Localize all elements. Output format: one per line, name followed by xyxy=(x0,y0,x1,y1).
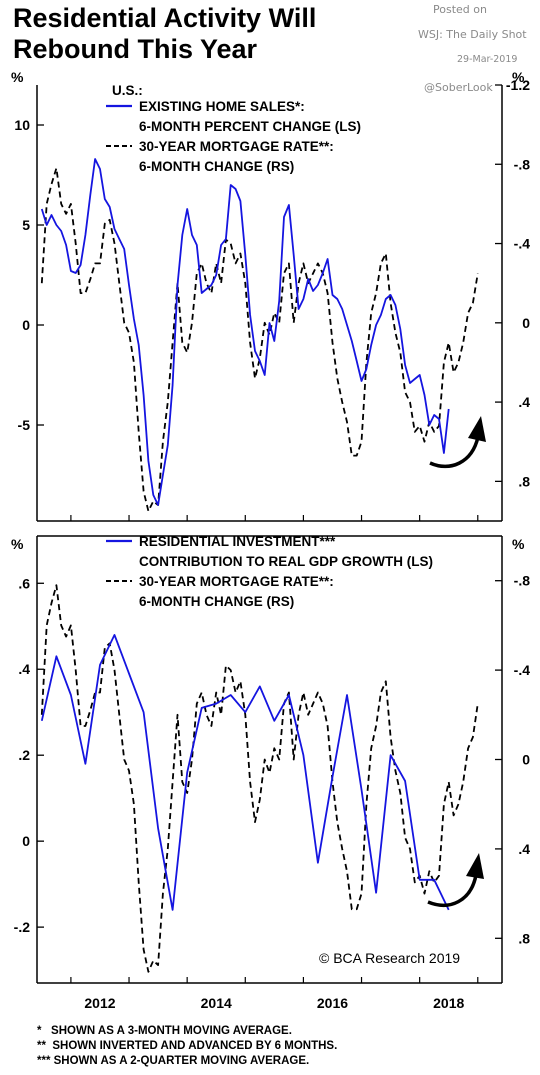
top-left-tick-label: 5 xyxy=(22,217,30,233)
bottom-left-ticks: .6 .4 .2 0 -.2 xyxy=(14,575,44,935)
top-right-tick-label: .8 xyxy=(518,473,530,489)
top-legend-series2-line2: 6-MONTH CHANGE (RS) xyxy=(139,159,294,174)
watermark-publication: WSJ: The Daily Shot xyxy=(418,28,527,41)
bottom-mortgage-rate-line xyxy=(40,584,479,973)
bottom-rebound-arrowhead xyxy=(466,853,484,879)
top-rebound-arrow xyxy=(429,436,480,469)
bottom-right-tick-label: .8 xyxy=(518,930,530,946)
x-tick-label: 2014 xyxy=(201,995,232,1011)
bottom-left-tick-label: 0 xyxy=(22,833,30,849)
top-right-unit: % xyxy=(512,69,525,85)
bottom-legend-series1-line2: CONTRIBUTION TO REAL GDP GROWTH (LS) xyxy=(139,554,433,569)
bottom-panel: % % .6.4.20-.2 -.8-.40.4.8 2012 2014 2016 2… xyxy=(11,515,530,1011)
bottom-right-tick-label: .4 xyxy=(518,841,530,857)
top-right-tick-label: -1.2 xyxy=(506,77,530,93)
top-right-tick-label: -.8 xyxy=(514,156,531,172)
top-panel: % % 10 5 0 -5 -1.2 -.8 -.4 0 .4 .8 U.S.: EXISTIN… xyxy=(11,69,530,522)
watermark-handle: @SoberLook xyxy=(424,81,493,94)
bottom-right-unit: % xyxy=(512,536,525,552)
top-left-tick-label: -5 xyxy=(18,417,31,433)
top-legend-series1-line2: 6-MONTH PERCENT CHANGE (LS) xyxy=(139,119,361,134)
top-home-sales-line xyxy=(40,158,450,506)
bottom-left-tick-label: .6 xyxy=(18,575,30,591)
bottom-residential-investment-line xyxy=(40,634,450,911)
top-legend-series2-line1: 30-YEAR MORTGAGE RATE**: xyxy=(139,139,334,154)
watermark-date: 29-Mar-2019 xyxy=(457,54,517,65)
bottom-right-tick-label: -.8 xyxy=(514,573,531,589)
x-tick-label: 2016 xyxy=(317,995,348,1011)
x-tick-label: 2012 xyxy=(84,995,115,1011)
top-left-unit: % xyxy=(11,69,24,85)
top-right-ticks: -1.2 -.8 -.4 0 .4 .8 xyxy=(495,77,530,489)
top-mortgage-rate-line xyxy=(40,167,479,513)
footnote-1: * SHOWN AS A 3-MONTH MOVING AVERAGE. xyxy=(37,1025,292,1037)
chart-title-line-1: Residential Activity Will xyxy=(13,3,316,33)
footnote-2: ** SHOWN INVERTED AND ADVANCED BY 6 MONT… xyxy=(37,1040,337,1052)
top-legend-series1-line1: EXISTING HOME SALES*: xyxy=(139,99,305,114)
bottom-legend-series1-line1: RESIDENTIAL INVESTMENT*** xyxy=(139,534,336,549)
bottom-rebound-arrow xyxy=(427,874,478,907)
top-left-tick-label: 10 xyxy=(14,117,30,133)
x-tick-label: 2018 xyxy=(433,995,464,1011)
top-series-lines xyxy=(40,158,479,513)
watermark-posted-on: Posted on xyxy=(433,3,487,16)
bottom-right-tick-label: -.4 xyxy=(514,662,531,678)
top-left-ticks: 10 5 0 -5 xyxy=(14,117,44,433)
bottom-series-lines xyxy=(40,584,479,973)
top-rebound-arrowhead xyxy=(468,416,486,442)
top-right-tick-label: .4 xyxy=(518,394,530,410)
chart-title-line-2: Rebound This Year xyxy=(13,34,258,64)
bottom-right-ticks: -.8 -.4 0 .4 .8 xyxy=(495,573,531,946)
bottom-legend-series2-line2: 6-MONTH CHANGE (RS) xyxy=(139,594,294,609)
bottom-left-tick-label: -.2 xyxy=(14,919,31,935)
top-region-label: U.S.: xyxy=(112,83,143,98)
top-right-tick-label: -.4 xyxy=(514,236,531,252)
watermark-handle-box xyxy=(420,79,492,95)
footnote-3: *** SHOWN AS A 2-QUARTER MOVING AVERAGE. xyxy=(37,1055,309,1067)
top-right-tick-label: 0 xyxy=(522,315,530,331)
bottom-left-tick-label: .4 xyxy=(18,661,30,677)
x-axis-ticks: 2012 2014 2016 2018 xyxy=(70,515,479,1011)
source-credit: © BCA Research 2019 xyxy=(319,950,460,966)
bottom-left-unit: % xyxy=(11,536,24,552)
bottom-right-tick-label: 0 xyxy=(522,752,530,768)
bottom-left-tick-label: .2 xyxy=(18,747,30,763)
bottom-legend-series2-line1: 30-YEAR MORTGAGE RATE**: xyxy=(139,574,334,589)
top-left-tick-label: 0 xyxy=(22,317,30,333)
